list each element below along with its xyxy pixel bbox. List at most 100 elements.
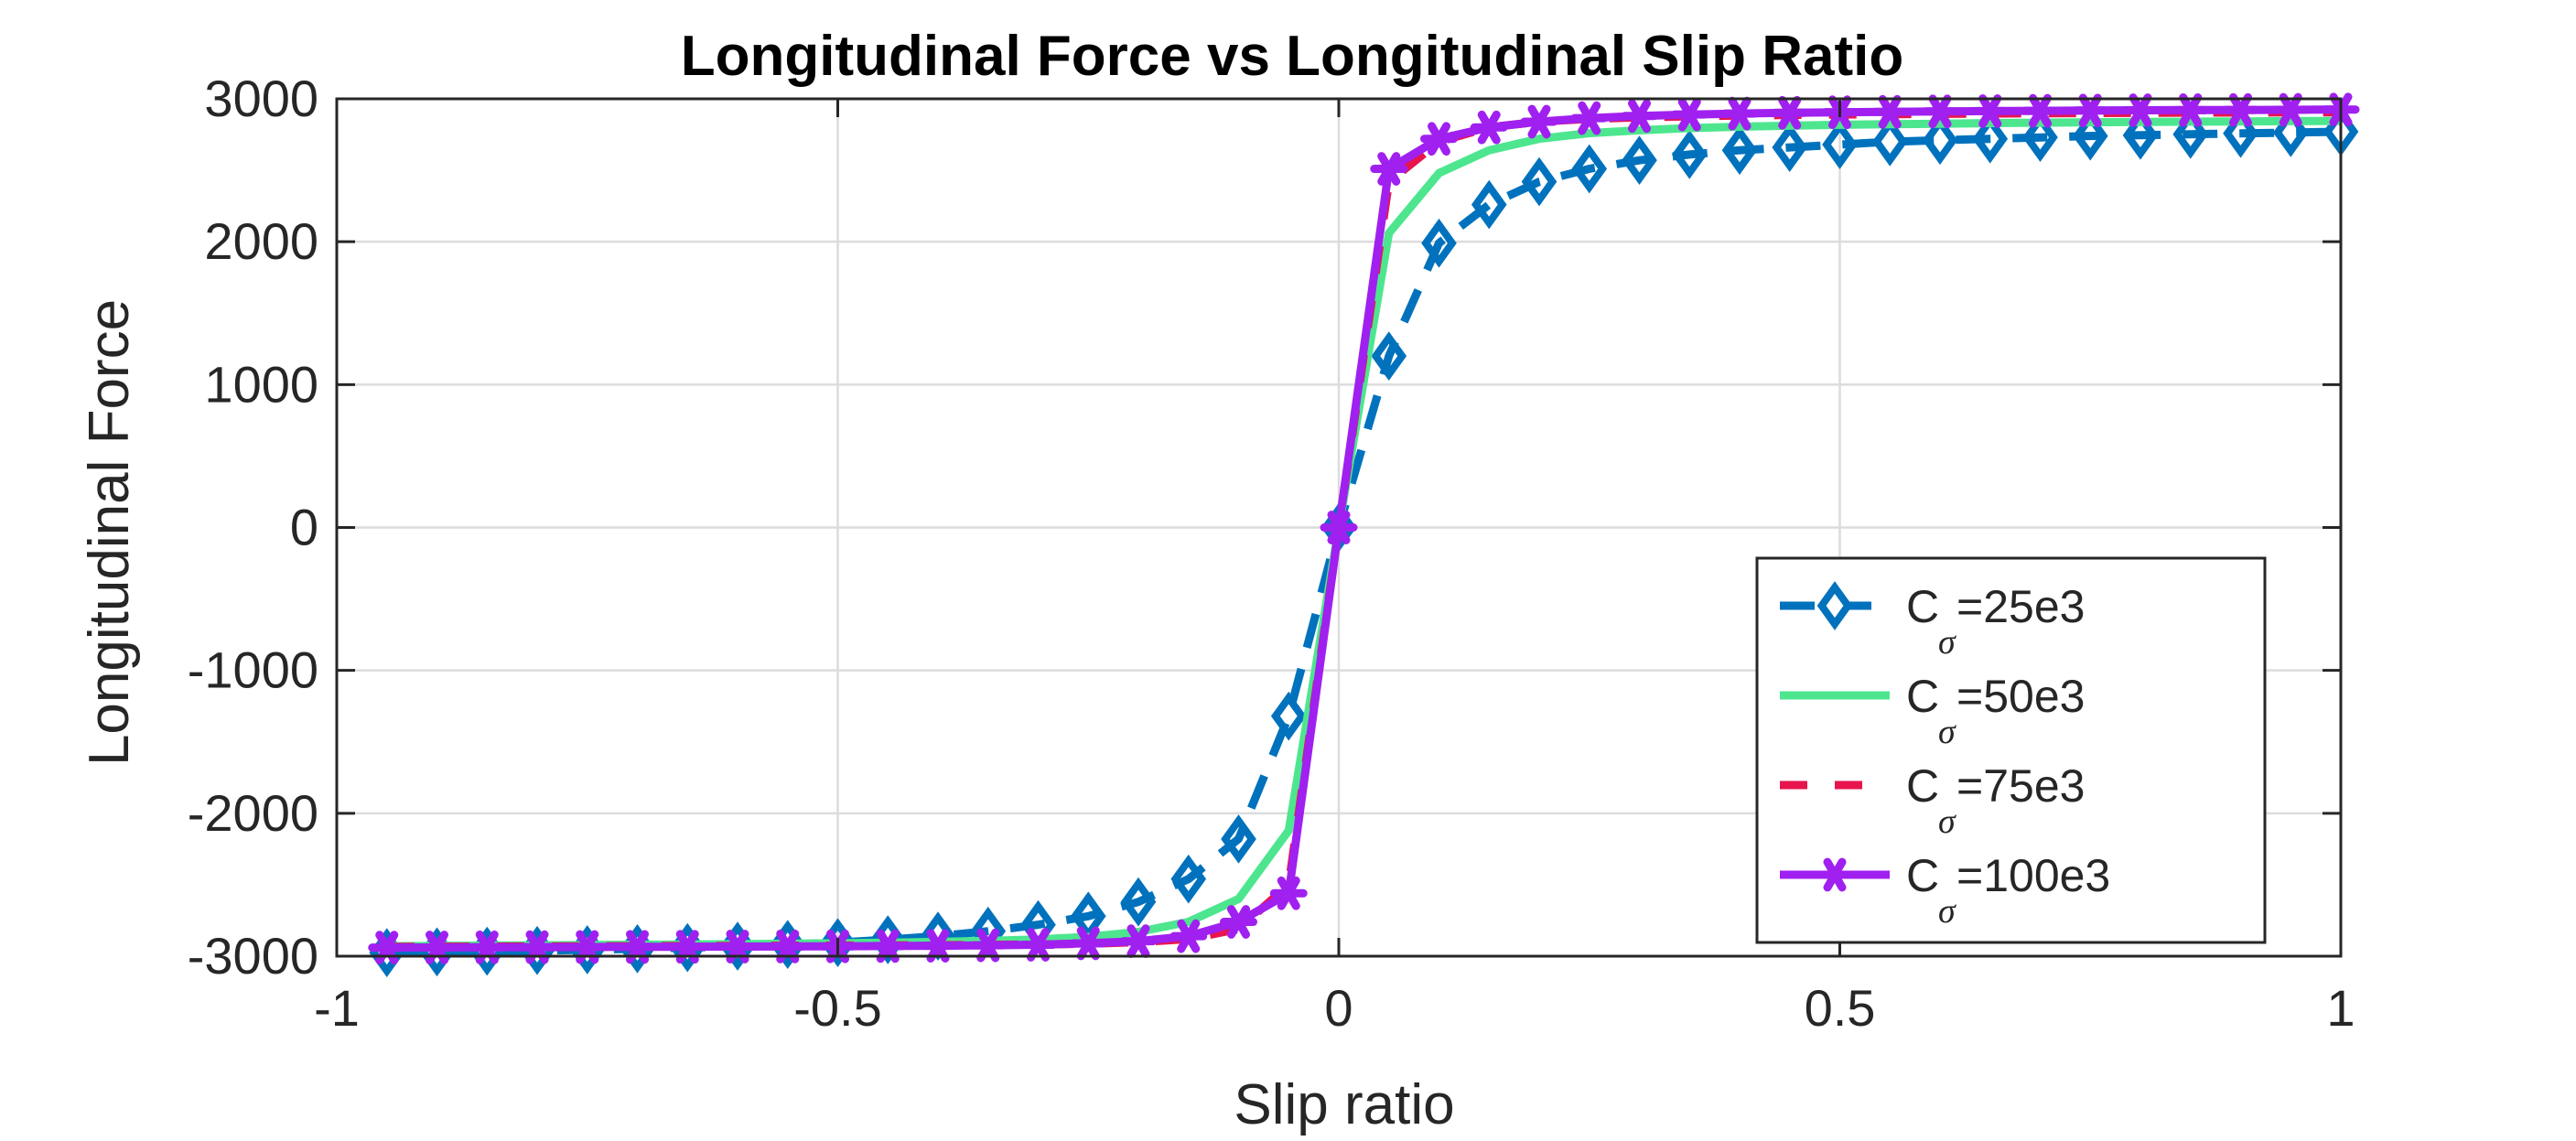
series-4-line <box>386 105 2342 953</box>
asterisk-marker <box>1269 876 1308 910</box>
legend-label-tail: =75e3 <box>1956 760 2085 812</box>
y-tick-label: 2000 <box>204 212 318 270</box>
asterisk-marker <box>1119 924 1158 958</box>
asterisk-marker <box>1169 919 1208 953</box>
y-tick-label: -3000 <box>188 927 318 985</box>
diamond-marker <box>2072 111 2108 161</box>
chart-title: Longitudinal Force vs Longitudinal Slip … <box>681 25 1903 88</box>
diamond-marker <box>1822 120 1858 169</box>
asterisk-marker <box>2271 92 2310 127</box>
asterisk-marker <box>1520 104 1558 139</box>
asterisk-stroke <box>1227 905 1250 939</box>
asterisk-marker <box>1570 101 1609 135</box>
diamond-marker <box>1120 877 1157 927</box>
asterisk-marker <box>2021 93 2059 128</box>
legend-label-main: C <box>1906 671 1939 722</box>
diamond-marker <box>1221 814 1256 864</box>
asterisk-stroke <box>926 929 950 963</box>
asterisk-stroke <box>2129 93 2152 127</box>
asterisk-stroke <box>2078 93 2102 128</box>
asterisk-stroke <box>1578 101 1601 135</box>
y-axis-label: Longitudinal Force <box>78 299 141 766</box>
diamond-marker <box>1521 156 1557 207</box>
x-tick-label: 0 <box>1324 979 1353 1037</box>
diamond-marker <box>1871 117 1908 167</box>
asterisk-stroke <box>1377 152 1401 186</box>
asterisk-marker <box>1470 110 1508 145</box>
x-tick-label: 1 <box>2326 979 2355 1037</box>
asterisk-stroke <box>1428 122 1450 156</box>
asterisk-marker <box>1019 928 1057 962</box>
asterisk-marker <box>2071 93 2109 128</box>
asterisk-marker <box>2172 92 2210 127</box>
asterisk-stroke <box>1778 95 1802 130</box>
asterisk-marker <box>1670 97 1708 132</box>
legend-label-main: C <box>1906 850 1939 901</box>
legend-label-sub: σ <box>1938 713 1956 751</box>
asterisk-stroke <box>1928 94 1952 129</box>
asterisk-marker <box>1370 152 1408 186</box>
diamond-marker <box>1721 125 1758 176</box>
y-tick-label: 1000 <box>204 355 318 413</box>
x-tick-label: -0.5 <box>793 979 882 1037</box>
diamond-marker <box>1270 691 1307 741</box>
diamond-marker <box>2122 110 2159 160</box>
asterisk-marker <box>1921 94 1959 129</box>
asterisk-stroke <box>2179 92 2203 127</box>
asterisk-stroke <box>1327 511 1351 544</box>
y-tick-label: -2000 <box>188 784 318 842</box>
asterisk-marker <box>969 928 1008 963</box>
asterisk-marker <box>2121 93 2160 127</box>
asterisk-stroke <box>1277 876 1300 910</box>
asterisk-stroke <box>876 929 900 963</box>
asterisk-stroke <box>1126 924 1150 958</box>
legend-label-main: C <box>1906 581 1939 632</box>
asterisk-marker <box>1420 122 1458 156</box>
legend-label-tail: =25e3 <box>1956 581 2085 632</box>
series-layer <box>368 92 2360 977</box>
legend-item-2: Cσ =50e3 <box>1780 671 2085 751</box>
y-tick-label: -1000 <box>188 641 318 699</box>
asterisk-stroke <box>1177 919 1201 953</box>
asterisk-stroke <box>1823 857 1847 892</box>
diamond-marker <box>1371 331 1407 381</box>
diamond-marker <box>1922 115 1958 166</box>
asterisk-marker <box>1870 94 1909 129</box>
legend-item-1: Cσ =25e3 <box>1780 581 2085 662</box>
diamond-marker <box>2172 109 2209 159</box>
legend-label-sub: σ <box>1938 892 1956 931</box>
asterisk-stroke <box>976 928 1000 963</box>
diamond-marker <box>1571 144 1608 194</box>
x-tick-label: 0.5 <box>1805 979 1876 1037</box>
diamond-marker <box>2022 113 2058 163</box>
asterisk-stroke <box>1878 94 1902 129</box>
diamond-marker <box>1170 854 1207 904</box>
y-tick-label: 3000 <box>204 70 318 127</box>
y-tick-label: 0 <box>290 499 318 556</box>
asterisk-marker <box>1220 905 1257 939</box>
diamond-marker <box>1972 113 2009 164</box>
asterisk-marker <box>2222 92 2259 127</box>
asterisk-stroke <box>1076 926 1100 961</box>
asterisk-stroke <box>2029 93 2052 128</box>
diamond-marker <box>1772 123 1808 172</box>
diamond-marker <box>1671 130 1708 179</box>
asterisk-stroke <box>1677 97 1701 132</box>
x-tick-label: -1 <box>314 979 360 1037</box>
asterisk-marker <box>919 929 957 963</box>
legend-label-sub: σ <box>1938 623 1956 662</box>
diamond-marker <box>1622 135 1657 185</box>
asterisk-marker <box>868 929 907 963</box>
asterisk-stroke <box>1728 96 1751 131</box>
asterisk-marker <box>1971 94 2010 128</box>
y-axis-ticks: -3000 -2000 -1000 0 1000 2000 3000 <box>188 70 2341 985</box>
legend-label-tail: =100e3 <box>1956 850 2110 901</box>
asterisk-marker <box>1069 926 1107 961</box>
asterisk-stroke <box>2229 92 2252 127</box>
legend-item-4: Cσ =100e3 <box>1780 850 2110 931</box>
asterisk-marker <box>1771 95 1809 130</box>
legend-item-3: Cσ =75e3 <box>1780 760 2085 841</box>
legend-label-tail: =50e3 <box>1956 671 2085 722</box>
